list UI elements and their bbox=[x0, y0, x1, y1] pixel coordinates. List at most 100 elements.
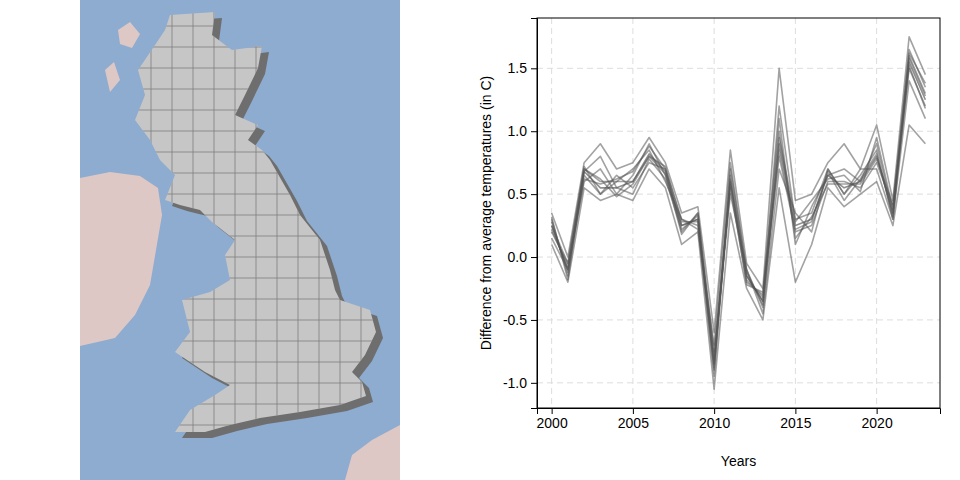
sea bbox=[80, 0, 400, 480]
lines bbox=[552, 37, 926, 389]
map-grid-line bbox=[340, 0, 341, 480]
y-tick: 0.5 bbox=[508, 186, 537, 202]
x-tick: 2010 bbox=[699, 408, 730, 431]
map-grid-line bbox=[80, 110, 400, 111]
y-tick: -0.5 bbox=[503, 312, 537, 328]
map-grid-line bbox=[80, 383, 400, 384]
map-grid-line bbox=[80, 404, 400, 405]
y-tick-mark bbox=[531, 257, 537, 258]
map-grid-line bbox=[382, 0, 383, 480]
figure: 2000 2005 2010 2015 2020 -1.0 -0.5 0.0 0.5 1.0 1.5… bbox=[0, 0, 960, 480]
map-grid-line bbox=[80, 362, 400, 363]
map-grid-line bbox=[80, 5, 400, 6]
y-tick-label: 0.0 bbox=[508, 249, 528, 265]
y-tick-label: 1.0 bbox=[508, 123, 528, 139]
land-ireland bbox=[80, 172, 162, 346]
y-tick: 1.5 bbox=[508, 60, 537, 76]
series-line bbox=[552, 66, 926, 345]
series-line bbox=[552, 58, 926, 367]
plot-frame bbox=[537, 18, 940, 408]
map-grid-line bbox=[80, 131, 400, 132]
map-grid-line bbox=[80, 173, 400, 174]
x-tick-mark bbox=[714, 408, 715, 414]
grid-line-y bbox=[537, 319, 940, 320]
map-grid-line bbox=[80, 425, 400, 426]
x-tick-label: 2015 bbox=[780, 415, 811, 431]
map-grid-line bbox=[298, 0, 299, 480]
y-axis: -1.0 -0.5 0.0 0.5 1.0 1.5 bbox=[503, 19, 538, 409]
y-tick-mark bbox=[531, 131, 537, 132]
map-grid-line bbox=[277, 0, 278, 480]
grid-line-x bbox=[632, 18, 633, 408]
x-tick-label: 2000 bbox=[537, 415, 568, 431]
map-grid-line bbox=[80, 341, 400, 342]
map-grid-line bbox=[80, 257, 400, 258]
grid-line-y bbox=[537, 382, 940, 383]
grid-line-y bbox=[537, 257, 940, 258]
map-grid bbox=[80, 0, 400, 480]
y-tick: 1.0 bbox=[508, 123, 537, 139]
y-axis-line bbox=[531, 19, 538, 409]
map-grid-line bbox=[80, 215, 400, 216]
y-tick-mark bbox=[531, 320, 537, 321]
map-grid-line bbox=[80, 89, 400, 90]
map-grid-line bbox=[80, 278, 400, 279]
map-grid-line bbox=[80, 299, 400, 300]
series-line bbox=[552, 68, 926, 351]
y-tick-label: -0.5 bbox=[503, 312, 527, 328]
y-tick: -1.0 bbox=[503, 375, 537, 391]
map-grid-line bbox=[80, 194, 400, 195]
x-tick-label: 2005 bbox=[618, 415, 649, 431]
x-tick: 2015 bbox=[780, 408, 811, 431]
x-tick-label: 2020 bbox=[862, 415, 893, 431]
y-tick: 0.0 bbox=[508, 249, 537, 265]
map-grid-line bbox=[193, 0, 194, 480]
x-tick-label: 2010 bbox=[699, 415, 730, 431]
grid-line-y bbox=[537, 131, 940, 132]
x-tick: 2005 bbox=[618, 408, 649, 431]
map-grid-line bbox=[256, 0, 257, 480]
map-grid-line bbox=[80, 47, 400, 48]
chart: 2000 2005 2010 2015 2020 -1.0 -0.5 0.0 0.5 1.0 1.5… bbox=[478, 18, 941, 469]
y-tick-mark bbox=[531, 383, 537, 384]
land-island bbox=[105, 62, 120, 92]
map-grid-line bbox=[80, 320, 400, 321]
map-grid-line bbox=[80, 152, 400, 153]
y-tick-label: 1.5 bbox=[508, 60, 528, 76]
series-line bbox=[552, 49, 926, 376]
map-grid-line bbox=[130, 0, 131, 480]
y-tick-mark bbox=[531, 68, 537, 69]
grid-line-y bbox=[537, 194, 940, 195]
map-grid-line bbox=[172, 0, 173, 480]
x-axis-line bbox=[538, 409, 941, 415]
map-grid-line bbox=[361, 0, 362, 480]
series-line bbox=[552, 56, 926, 371]
x-tick: 2020 bbox=[862, 408, 893, 431]
map-grid-line bbox=[80, 68, 400, 69]
map-grid-line bbox=[80, 26, 400, 27]
x-tick-mark bbox=[633, 408, 634, 414]
map-grid-line bbox=[80, 236, 400, 237]
series-line bbox=[552, 53, 926, 360]
x-axis: 2000 2005 2010 2015 2020 bbox=[537, 408, 941, 431]
y-tick-mark bbox=[531, 194, 537, 195]
map-grid-line bbox=[319, 0, 320, 480]
y-tick-label: 0.5 bbox=[508, 186, 528, 202]
grid-line-x bbox=[876, 18, 877, 408]
x-tick-mark bbox=[877, 408, 878, 414]
grid bbox=[537, 18, 940, 408]
y-tick-label: -1.0 bbox=[503, 375, 527, 391]
x-tick: 2000 bbox=[537, 408, 568, 431]
map-grid-line bbox=[214, 0, 215, 480]
map bbox=[80, 0, 400, 480]
x-tick-mark bbox=[795, 408, 796, 414]
series-line bbox=[552, 62, 926, 364]
grid-line-y bbox=[537, 68, 940, 69]
y-axis-title: Difference from average temperatures (in… bbox=[478, 76, 494, 350]
land-france bbox=[345, 425, 400, 480]
map-grid-line bbox=[151, 0, 152, 480]
land-island bbox=[118, 22, 140, 48]
map-grid-line bbox=[235, 0, 236, 480]
x-axis-title: Years bbox=[721, 453, 756, 469]
x-tick-mark bbox=[552, 408, 553, 414]
